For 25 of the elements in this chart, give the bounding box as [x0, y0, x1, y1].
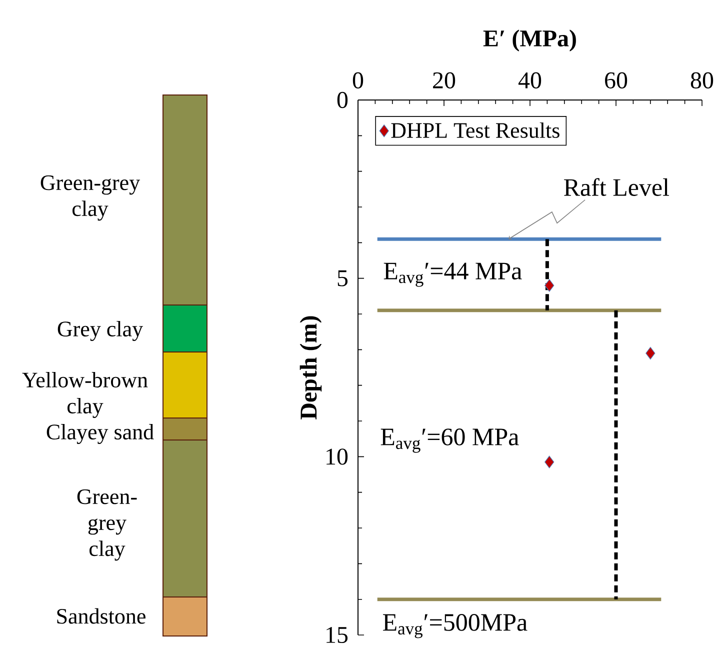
y-tick-label: 15: [326, 626, 348, 644]
point: [646, 346, 656, 360]
y-tick-label: 0: [337, 92, 348, 108]
annotation: Raft Level: [564, 178, 670, 196]
legend-label: DHPL Test Results: [391, 122, 560, 138]
annotation: E$_{avg}$′=60 MPa: [380, 428, 519, 453]
annotation: E$_{avg}$′=500MPa: [383, 614, 528, 638]
text: Green-grey clay: [40, 175, 140, 221]
x-tick-label: 60: [605, 72, 628, 88]
text: Grey clay: [58, 320, 143, 342]
y-axis-title: Depth (m): [300, 316, 322, 420]
text: Yellow-brown clay: [22, 372, 148, 418]
text: Clayey sand: [46, 424, 154, 444]
y-tick-label: 10: [326, 448, 348, 465]
x-tick-label: 20: [433, 72, 456, 88]
x-tick-label: 80: [690, 72, 714, 88]
x-axis-title: E′ (MPa): [483, 30, 576, 52]
y-tick-label: 5: [338, 270, 348, 286]
x-tick-label: 0: [352, 72, 364, 88]
point: [544, 456, 554, 468]
text: Sandstone: [57, 608, 146, 624]
text: Green-grey clay: [77, 489, 137, 561]
x-tick-label: 40: [518, 72, 542, 88]
annotation: E$_{avg}$′=44 MPa: [384, 262, 522, 287]
point: [544, 279, 554, 292]
